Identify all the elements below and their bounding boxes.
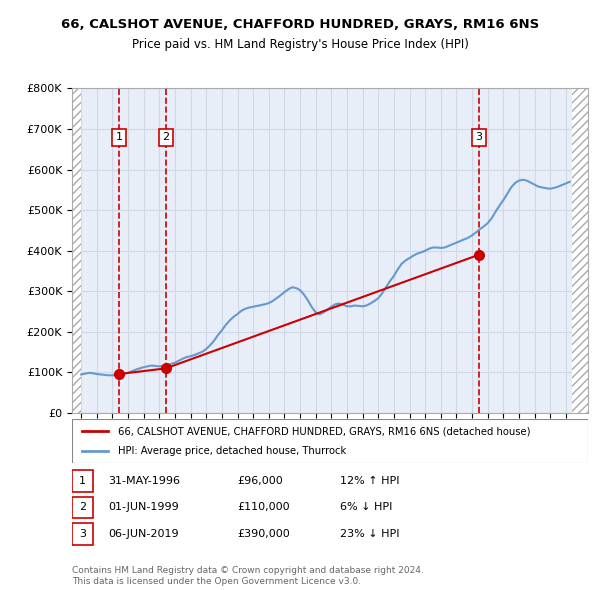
Text: 66, CALSHOT AVENUE, CHAFFORD HUNDRED, GRAYS, RM16 6NS (detached house): 66, CALSHOT AVENUE, CHAFFORD HUNDRED, GR… — [118, 427, 531, 436]
Text: 31-MAY-1996: 31-MAY-1996 — [108, 476, 180, 486]
Text: 66, CALSHOT AVENUE, CHAFFORD HUNDRED, GRAYS, RM16 6NS: 66, CALSHOT AVENUE, CHAFFORD HUNDRED, GR… — [61, 18, 539, 31]
Text: £110,000: £110,000 — [237, 503, 290, 512]
Text: 23% ↓ HPI: 23% ↓ HPI — [340, 529, 400, 539]
Text: £96,000: £96,000 — [237, 476, 283, 486]
Text: HPI: Average price, detached house, Thurrock: HPI: Average price, detached house, Thur… — [118, 446, 347, 455]
FancyBboxPatch shape — [72, 419, 588, 463]
Text: 3: 3 — [79, 529, 86, 539]
Text: 12% ↑ HPI: 12% ↑ HPI — [340, 476, 400, 486]
Text: 01-JUN-1999: 01-JUN-1999 — [108, 503, 179, 512]
Bar — [72, 88, 81, 413]
Text: 2: 2 — [162, 132, 169, 142]
Bar — [72, 88, 81, 413]
Text: 06-JUN-2019: 06-JUN-2019 — [108, 529, 179, 539]
FancyBboxPatch shape — [72, 523, 92, 545]
Text: 1: 1 — [79, 476, 86, 486]
Text: £390,000: £390,000 — [237, 529, 290, 539]
Text: 6% ↓ HPI: 6% ↓ HPI — [340, 503, 392, 512]
Text: 1: 1 — [115, 132, 122, 142]
Text: 3: 3 — [475, 132, 482, 142]
Text: Contains HM Land Registry data © Crown copyright and database right 2024.
This d: Contains HM Land Registry data © Crown c… — [72, 566, 424, 586]
FancyBboxPatch shape — [72, 497, 92, 518]
Bar — [572, 88, 588, 413]
FancyBboxPatch shape — [72, 470, 92, 491]
Text: Price paid vs. HM Land Registry's House Price Index (HPI): Price paid vs. HM Land Registry's House … — [131, 38, 469, 51]
Text: 2: 2 — [79, 503, 86, 512]
Bar — [572, 88, 588, 413]
